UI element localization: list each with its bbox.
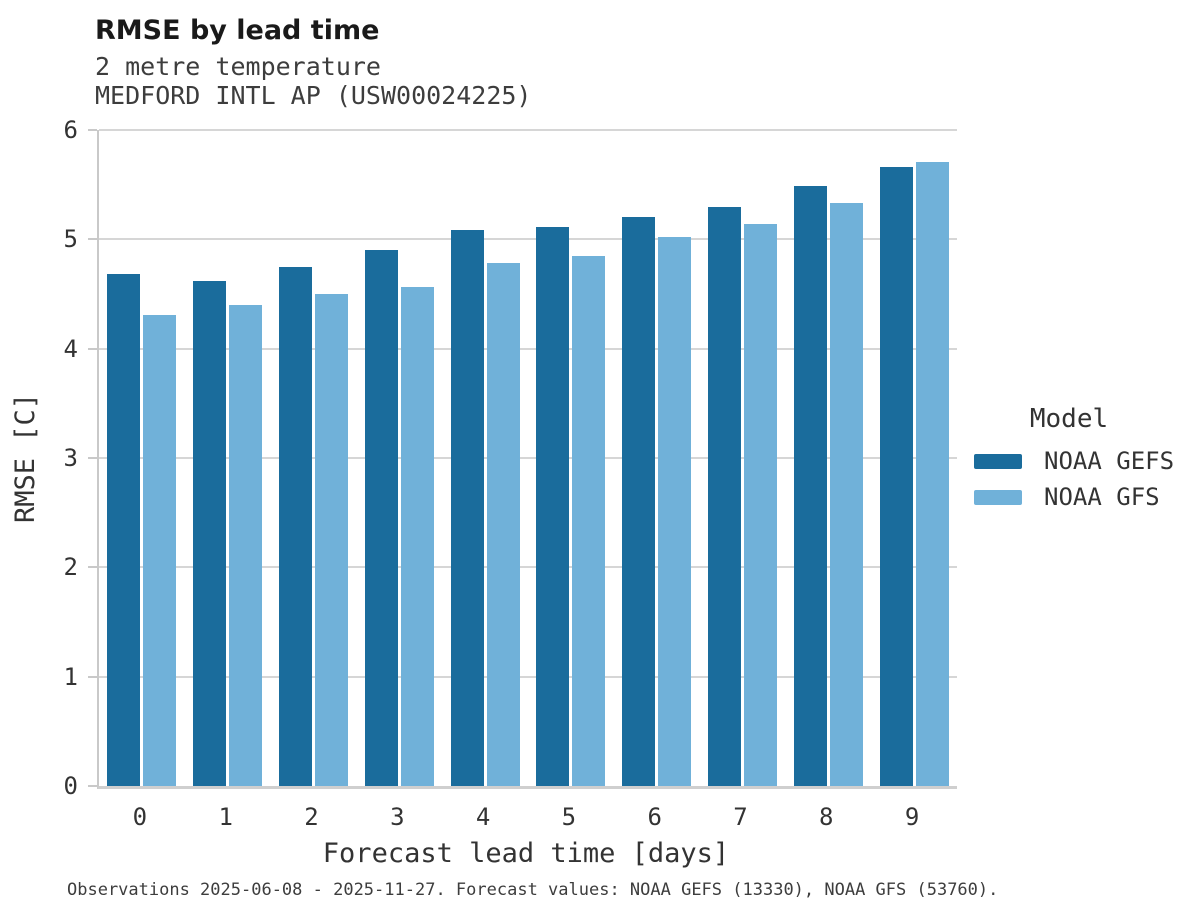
bar-noaa-gefs-lead-0	[107, 274, 141, 786]
bar-noaa-gefs-lead-5	[536, 227, 570, 786]
legend-title: Model	[1029, 404, 1109, 434]
y-tick-label-3: 3	[63, 444, 78, 472]
bar-group-lead-2	[271, 130, 357, 786]
x-tick-label-6: 6	[647, 803, 662, 831]
x-tick-label-0: 0	[132, 803, 148, 831]
gridline-y-5	[99, 238, 957, 241]
legend-swatch-noaa-gefs	[974, 453, 1022, 469]
bar-noaa-gefs-lead-8	[793, 185, 827, 786]
y-tick-mark-4	[88, 347, 97, 350]
bar-group-lead-3	[356, 130, 442, 786]
x-tick-label-2: 2	[304, 803, 319, 831]
plot-area	[88, 129, 957, 789]
bar-noaa-gfs-lead-6	[658, 237, 692, 786]
bar-noaa-gfs-lead-5	[572, 255, 606, 786]
bar-noaa-gefs-lead-4	[450, 229, 484, 786]
x-tick-labels: 0 1 2 3 4 5 6 7 8 9	[97, 803, 955, 831]
x-tick-label-9: 9	[904, 803, 920, 831]
bar-noaa-gefs-lead-1	[193, 280, 227, 786]
bar-group-lead-4	[442, 130, 528, 786]
bar-noaa-gfs-lead-2	[314, 294, 348, 786]
bar-group-lead-6	[614, 130, 700, 786]
gridline-y-2	[99, 566, 957, 569]
gridline-y-3	[99, 457, 957, 459]
y-tick-mark-2	[88, 566, 97, 569]
x-tick-label-8: 8	[819, 803, 834, 831]
y-tick-mark-6	[88, 129, 97, 131]
y-tick-label-4: 4	[63, 334, 78, 363]
y-tick-mark-0	[88, 785, 97, 787]
x-tick-label-4: 4	[475, 803, 491, 831]
x-axis-label: Forecast lead time [days]	[322, 838, 730, 869]
bar-noaa-gefs-lead-2	[278, 266, 312, 786]
legend-swatch-noaa-gfs-light	[974, 489, 1022, 505]
legend-item-noaa-gefs: NOAA GEFS	[974, 443, 1184, 479]
legend-label-noaa-gefs: NOAA GEFS	[1044, 447, 1175, 475]
bars-row	[99, 130, 957, 786]
x-tick-label-1: 1	[218, 803, 233, 831]
y-tick-labels: 0 1 2 3 4 5 6	[36, 116, 78, 800]
y-tick-label-5: 5	[63, 225, 78, 254]
bar-noaa-gfs-lead-1	[229, 304, 263, 786]
y-tick-mark-1	[88, 675, 97, 678]
y-tick-mark-3	[88, 457, 97, 459]
legend: Model NOAA GEFS NOAA GFS	[974, 404, 1184, 515]
bar-group-lead-9	[871, 130, 957, 786]
bar-group-lead-5	[528, 130, 614, 786]
gridline-y-4	[99, 347, 957, 350]
bar-noaa-gfs-lead-0	[143, 314, 177, 786]
y-tick-label-1: 1	[63, 662, 78, 691]
bar-noaa-gefs-lead-3	[364, 250, 398, 786]
bar-group-lead-0	[99, 130, 185, 786]
chart-subtitle-variable: 2 metre temperature	[95, 52, 381, 81]
gridline-y-6	[99, 129, 957, 131]
bar-noaa-gefs-lead-6	[622, 217, 656, 786]
bar-noaa-gfs-lead-7	[743, 224, 777, 786]
chart-subtitle-station: MEDFORD INTL AP (USW00024225)	[95, 81, 532, 110]
bar-noaa-gfs-lead-3	[400, 287, 434, 786]
y-tick-label-6: 6	[63, 116, 78, 144]
gridline-y-1	[99, 675, 957, 678]
legend-item-noaa-gfs: NOAA GFS	[974, 479, 1184, 515]
y-tick-label-0: 0	[63, 772, 78, 800]
x-tick-label-5: 5	[561, 803, 577, 831]
bar-noaa-gfs-lead-4	[486, 263, 520, 786]
x-tick-label-3: 3	[390, 803, 405, 831]
bar-noaa-gefs-lead-7	[707, 206, 741, 786]
x-tick-label-7: 7	[733, 803, 748, 831]
bar-group-lead-8	[785, 130, 871, 786]
bar-noaa-gefs-lead-9	[879, 167, 913, 786]
chart-title: RMSE by lead time	[95, 15, 380, 46]
y-tick-mark-5	[88, 238, 97, 241]
bar-group-lead-1	[185, 130, 271, 786]
y-tick-label-2: 2	[63, 553, 78, 582]
bar-noaa-gfs-lead-9	[915, 161, 949, 786]
bar-noaa-gfs-lead-8	[829, 203, 863, 786]
legend-label-noaa-gfs: NOAA GFS	[1044, 483, 1160, 511]
footer-note: Observations 2025-06-08 - 2025-11-27. Fo…	[67, 880, 999, 900]
bar-group-lead-7	[700, 130, 786, 786]
